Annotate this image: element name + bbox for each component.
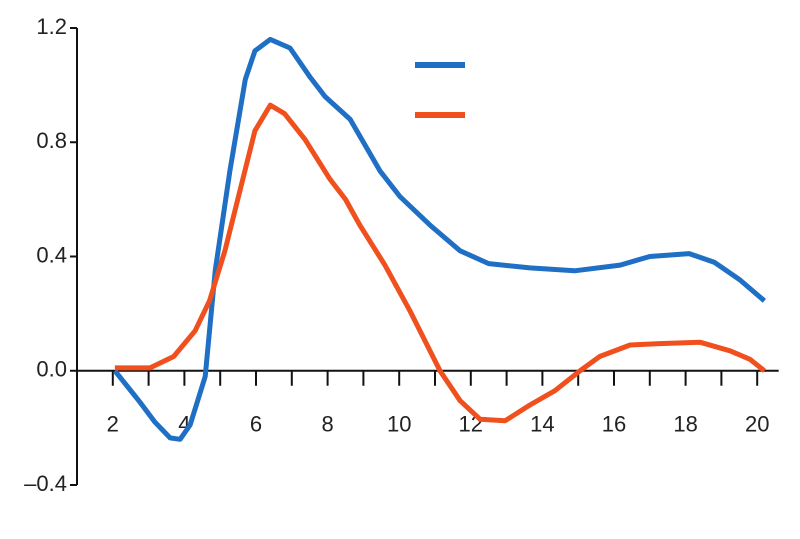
series-line (112, 36, 767, 442)
x-tick-label: 14 (530, 412, 554, 437)
y-tick-label: 1.2 (36, 14, 67, 39)
y-tick-label: 0.4 (36, 242, 67, 267)
y-tick-label: 0.0 (36, 357, 67, 382)
x-tick-label: 18 (673, 412, 697, 437)
y-tick-label: –0.4 (24, 471, 67, 496)
x-tick-label: 8 (321, 412, 333, 437)
x-tick-label: 6 (250, 412, 262, 437)
x-tick-label: 10 (387, 412, 411, 437)
x-tick-label: 2 (107, 412, 119, 437)
x-tick-label: 16 (602, 412, 626, 437)
x-tick-label: 20 (745, 412, 769, 437)
y-tick-label: 0.8 (36, 128, 67, 153)
series-line (114, 102, 766, 424)
